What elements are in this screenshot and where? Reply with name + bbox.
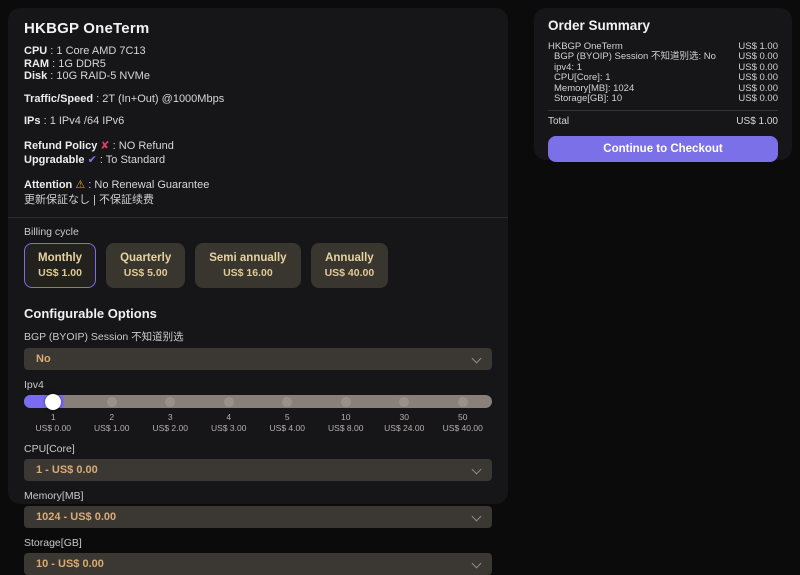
summary-row-product: HKBGP OneTerm US$ 1.00: [548, 41, 778, 52]
attention-note: 更新保証なし | 不保証续费: [24, 194, 154, 206]
summary-row-storage: Storage[GB]: 10 US$ 0.00: [554, 93, 778, 105]
memory-mb-select[interactable]: 1024 - US$ 0.00: [24, 506, 492, 528]
warning-icon: ⚠: [75, 178, 86, 191]
summary-row-cpu: CPU[Core]: 1 US$ 0.00: [554, 72, 778, 84]
ipv4-slider-label: Ipv4: [24, 379, 44, 391]
summary-divider: [548, 110, 778, 112]
storage-gb-label: Storage[GB]: [24, 537, 82, 549]
order-summary-heading: Order Summary: [548, 18, 651, 33]
slider-stop-10[interactable]: [340, 396, 351, 407]
order-summary-panel: Order Summary HKBGP OneTerm US$ 1.00 BGP …: [534, 8, 792, 163]
x-icon: ✘: [100, 139, 110, 152]
billing-cycle-group: Monthly US$ 1.00 Quarterly US$ 5.00 Semi…: [24, 243, 492, 288]
product-config-panel: HKBGP OneTerm CPU : 1 Core AMD 7C13 RAM …: [8, 8, 508, 575]
slider-stop-50[interactable]: [457, 396, 468, 407]
product-title: HKBGP OneTerm: [24, 20, 150, 37]
upgradable-row: Upgradable ✔ : To Standard: [24, 154, 166, 166]
bgp-session-label: BGP (BYOIP) Session 不知道别选: [24, 331, 184, 343]
check-icon: ✔: [87, 154, 97, 166]
section-divider: [8, 217, 508, 218]
billing-option-semi-annually[interactable]: Semi annually US$ 16.00: [195, 243, 301, 288]
attention-row: Attention ⚠ : No Renewal Guarantee: [24, 178, 210, 191]
ipv4-slider-track[interactable]: [24, 393, 492, 410]
bgp-session-select[interactable]: No: [24, 348, 492, 370]
configurable-options-heading: Configurable Options: [24, 306, 157, 321]
spec-ips: IPs : 1 IPv4 /64 IPv6: [24, 115, 125, 127]
billing-option-monthly[interactable]: Monthly US$ 1.00: [24, 243, 97, 288]
ipv4-slider: 1 US$ 0.00 2 US$ 1.00 3 US$ 2.00 4 US$ 3.00 …: [24, 393, 492, 433]
billing-option-quarterly[interactable]: Quarterly US$ 5.00: [106, 243, 186, 288]
summary-row-memory: Memory[MB]: 1024 US$ 0.00: [554, 82, 778, 94]
billing-cycle-label: Billing cycle: [24, 226, 79, 238]
refund-policy-row: Refund Policy ✘ : NO Refund: [24, 139, 174, 152]
chevron-down-icon: [471, 558, 482, 569]
continue-to-checkout-button[interactable]: Continue to Checkout: [548, 136, 778, 163]
cpu-core-select[interactable]: 1 - US$ 0.00: [24, 459, 492, 481]
slider-tick-labels: 1 US$ 0.00 2 US$ 1.00 3 US$ 2.00 4 US$ 3.00 …: [35, 412, 483, 433]
billing-option-annually[interactable]: Annually US$ 40.00: [310, 243, 389, 288]
slider-stop-4[interactable]: [223, 396, 234, 407]
memory-mb-label: Memory[MB]: [24, 490, 84, 502]
spec-ram: RAM : 1G DDR5: [24, 57, 106, 70]
chevron-down-icon: [471, 511, 482, 522]
chevron-down-icon: [471, 464, 482, 475]
spec-cpu: CPU : 1 Core AMD 7C13: [24, 45, 146, 57]
summary-total-row: Total US$ 1.00: [548, 116, 778, 128]
spec-disk: Disk : 10G RAID-5 NVMe: [24, 70, 150, 82]
chevron-down-icon: [471, 353, 482, 364]
slider-stop-3[interactable]: [165, 396, 176, 407]
spec-traffic: Traffic/Speed : 2T (In+Out) @1000Mbps: [24, 92, 225, 105]
summary-row-bgp: BGP (BYOIP) Session 不知道别选: No US$ 0.00: [554, 51, 778, 63]
slider-stop-5[interactable]: [282, 396, 293, 407]
summary-row-ipv4: ipv4: 1 US$ 0.00: [554, 61, 778, 73]
cpu-core-label: CPU[Core]: [24, 443, 75, 455]
slider-stop-2[interactable]: [106, 396, 117, 407]
storage-gb-select[interactable]: 10 - US$ 0.00: [24, 553, 492, 575]
ipv4-slider-handle[interactable]: [45, 393, 62, 410]
slider-stop-30[interactable]: [399, 396, 410, 407]
